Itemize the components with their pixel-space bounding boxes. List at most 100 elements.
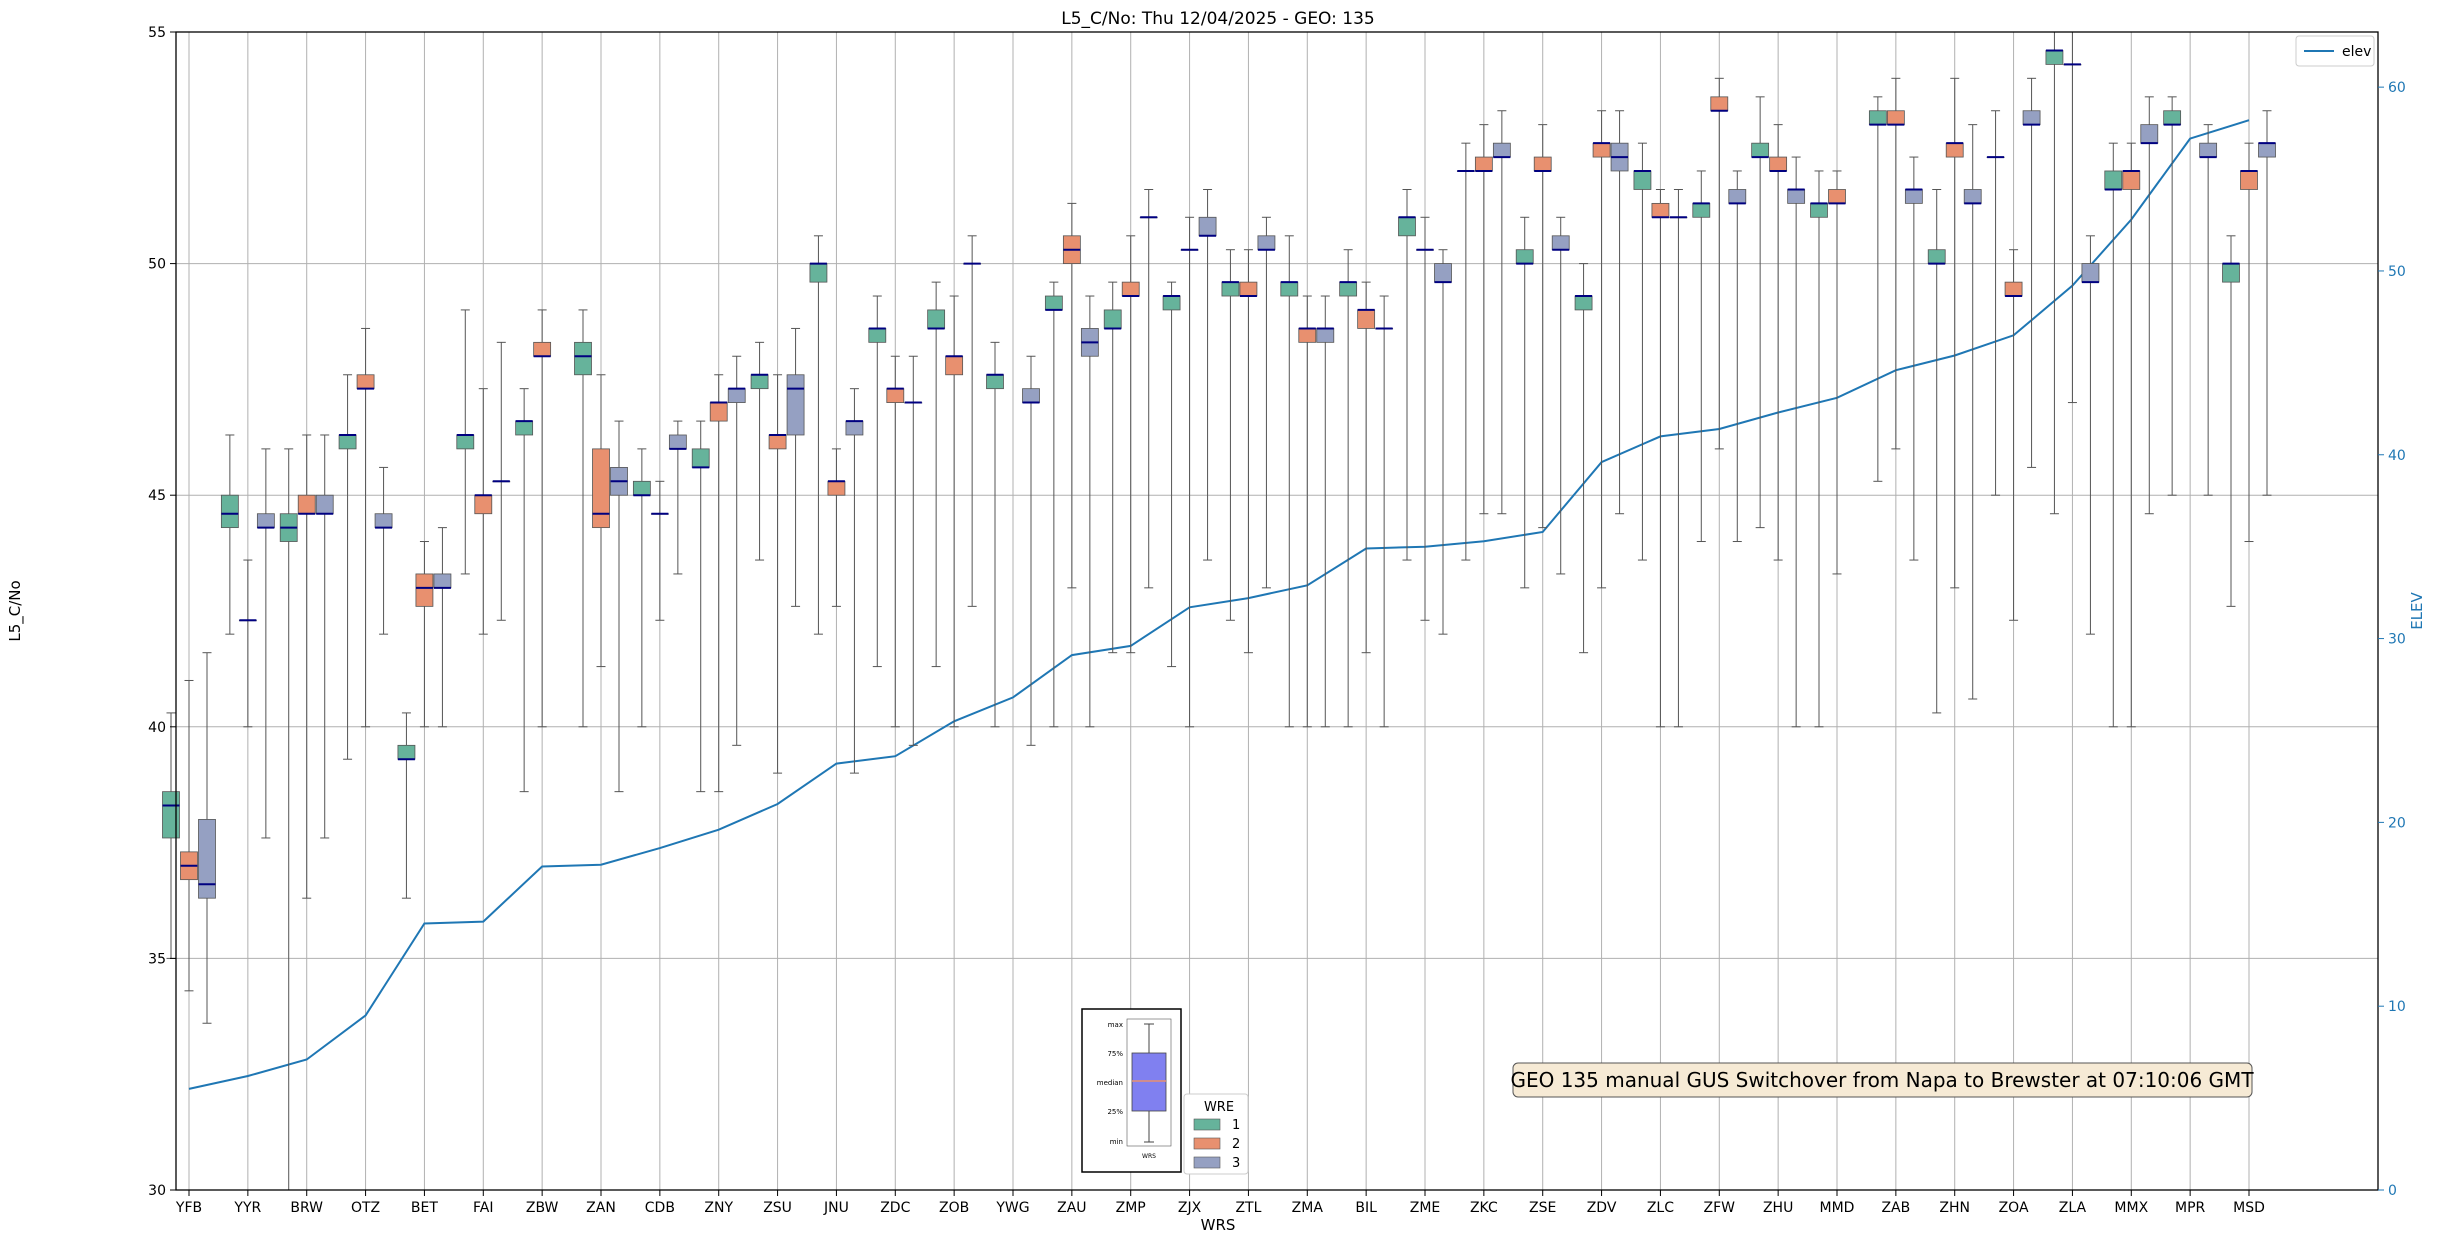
box-ZAU-wre1: [1044, 281, 1063, 728]
box-YWG-wre1: [986, 341, 1004, 728]
box-ZMA-wre1: [1280, 235, 1299, 728]
box-MPR-wre1: [2163, 96, 2182, 496]
x-tick-label: ZFW: [1704, 1200, 1736, 1216]
wre-legend-label-3: 3: [1232, 1156, 1240, 1171]
x-axis-label: WRS: [1201, 1216, 1236, 1234]
iqr-box: [1810, 202, 1828, 218]
iqr-box: [2222, 263, 2240, 283]
box-ZNY-wre3: [727, 355, 746, 746]
box-ZAB-wre2: [1886, 77, 1905, 450]
iqr-box: [198, 819, 216, 899]
x-tick-label: YFB: [175, 1200, 202, 1216]
y2-tick-label: 30: [2388, 632, 2406, 648]
x-tick-label: MMD: [1820, 1200, 1855, 1216]
grid-lines: [176, 31, 2378, 1191]
x-tick-label: ZOB: [939, 1200, 969, 1216]
x-tick-label: OTZ: [351, 1200, 380, 1216]
box-ZLA-wre3: [2081, 235, 2100, 635]
iqr-box: [1551, 235, 1570, 251]
iqr-box: [2122, 170, 2141, 190]
iqr-box: [1022, 388, 1040, 403]
box-ZAU-wre3: [1080, 295, 1099, 728]
chart-title: L5_C/No: Thu 12/04/2025 - GEO: 135: [1061, 9, 1374, 29]
iqr-box: [1651, 202, 1670, 218]
box-ZSE-wre3: [1551, 216, 1570, 575]
iqr-box: [691, 448, 710, 468]
x-tick-label: ZLC: [1647, 1200, 1674, 1216]
box-ZAN-wre3: [610, 420, 628, 793]
box-ZME-wre2: [1416, 216, 1434, 621]
y-tick-label: 30: [148, 1183, 166, 1199]
x-tick-label: ZKC: [1470, 1200, 1498, 1216]
box-JNU-wre2: [827, 448, 846, 607]
inset-label-max: max: [1108, 1021, 1123, 1029]
iqr-box: [2140, 124, 2159, 144]
y2-tick-label: 10: [2388, 999, 2406, 1015]
box-JNU-wre3: [845, 388, 864, 774]
iqr-box: [2022, 110, 2041, 126]
x-tick-label: ZAN: [586, 1200, 616, 1216]
x-tick-label: ZMA: [1292, 1200, 1324, 1216]
iqr-box: [2104, 170, 2123, 190]
x-tick-label: ZMP: [1116, 1200, 1146, 1216]
x-tick-label: ZAU: [1057, 1200, 1086, 1216]
x-tick-label: MMX: [2114, 1200, 2148, 1216]
iqr-box: [1828, 189, 1846, 204]
box-ZJX-wre1: [1162, 281, 1181, 668]
iqr-box: [1692, 202, 1711, 218]
box-ZAB-wre1: [1868, 96, 1887, 482]
elev-series-line: [188, 119, 2250, 1090]
box-explanation-inset: max 75% median 25% min WRS: [1081, 1008, 1182, 1173]
iqr-box: [1257, 235, 1276, 251]
box-ZDV-wre1: [1574, 263, 1593, 654]
iqr-box: [786, 374, 805, 436]
box-CDB-wre2: [650, 480, 669, 621]
iqr-box: [2199, 142, 2218, 158]
iqr-box: [1886, 110, 1905, 126]
iqr-box: [315, 494, 334, 515]
iqr-box: [415, 573, 434, 607]
box-BET-wre3: [433, 527, 452, 728]
box-MMD-wre1: [1810, 170, 1828, 728]
x-tick-label: ZHU: [1763, 1200, 1793, 1216]
iqr-box: [1044, 295, 1063, 311]
box-ZME-wre3: [1434, 249, 1452, 635]
box-ZOA-wre2: [2004, 249, 2023, 621]
y-tick-label: 45: [148, 488, 166, 504]
x-tick-label: FAI: [473, 1200, 493, 1216]
iqr-box: [515, 420, 534, 436]
box-ZDV-wre3: [1610, 110, 1629, 515]
iqr-box: [374, 513, 393, 529]
iqr-box: [256, 513, 275, 529]
box-ZTL-wre1: [1221, 249, 1240, 621]
iqr-box: [1357, 309, 1376, 329]
iqr-box: [1728, 189, 1747, 204]
inset-label-min: min: [1110, 1138, 1123, 1146]
iqr-box: [1633, 170, 1652, 190]
box-ZJX-wre3: [1198, 188, 1217, 561]
iqr-box: [2081, 263, 2100, 283]
x-tick-label: BIL: [1355, 1200, 1377, 1216]
y2-tick-label: 60: [2388, 80, 2406, 96]
box-ZHU-wre2: [1769, 124, 1788, 561]
x-tick-label: ZLA: [2059, 1200, 2087, 1216]
box-ZFW-wre3: [1728, 170, 1747, 543]
iqr-box: [1710, 96, 1729, 112]
box-ZTL-wre3: [1257, 216, 1276, 589]
box-BET-wre2: [415, 541, 434, 728]
iqr-box: [1103, 309, 1122, 329]
box-YFB-wre3: [198, 652, 216, 1024]
box-ZMA-wre3: [1316, 295, 1335, 728]
iqr-box: [456, 434, 475, 450]
iqr-box: [750, 374, 769, 390]
iqr-box: [809, 263, 828, 283]
iqr-box: [1592, 142, 1611, 158]
box-ZHN-wre3: [1963, 124, 1982, 700]
box-ZLA-wre2: [2063, 31, 2082, 404]
iqr-box: [1474, 156, 1493, 172]
iqr-box: [768, 434, 787, 450]
iqr-box: [1198, 216, 1217, 237]
box-ZAN-wre1: [574, 309, 592, 728]
elev-legend: elev: [2295, 35, 2375, 67]
